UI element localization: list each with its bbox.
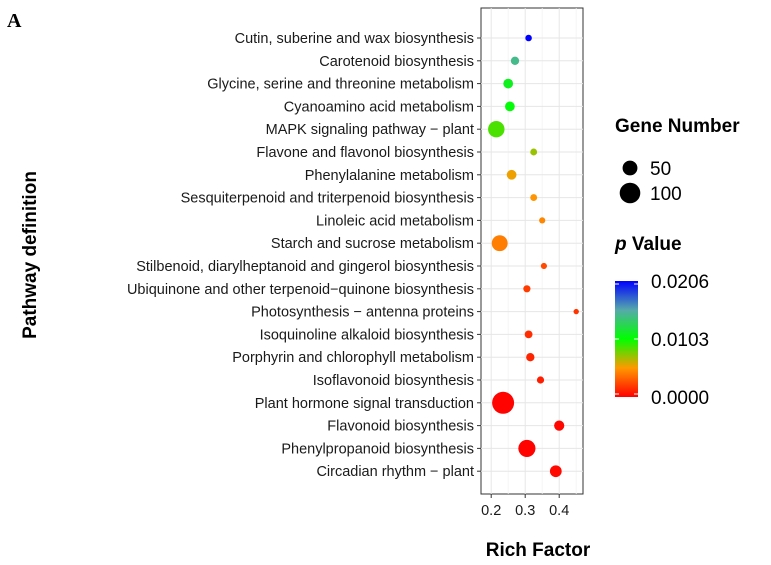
x-tick-label: 0.3 xyxy=(515,503,535,519)
y-tick-label: Glycine, serine and threonine metabolism xyxy=(207,77,474,93)
y-tick-label: MAPK signaling pathway − plant xyxy=(266,122,474,138)
data-point xyxy=(539,217,546,224)
size-legend-key xyxy=(622,160,638,176)
y-tick-label: Sesquiterpenoid and triterpenoid biosynt… xyxy=(181,191,474,207)
y-tick-label: Isoflavonoid biosynthesis xyxy=(313,373,474,389)
data-point xyxy=(573,308,579,315)
y-tick-label: Linoleic acid metabolism xyxy=(316,213,474,229)
size-legend-title: Gene Number xyxy=(615,116,740,137)
color-legend-bar xyxy=(615,281,638,397)
x-tick-label: 0.4 xyxy=(549,503,569,519)
y-tick-label: Ubiquinone and other terpenoid−quinone b… xyxy=(127,282,474,298)
x-tick-label: 0.2 xyxy=(481,503,501,519)
plot-panel xyxy=(480,7,584,495)
color-legend-title-italic: p xyxy=(614,234,627,255)
size-legend-label: 50 xyxy=(650,159,671,180)
size-legend-label: 100 xyxy=(650,184,682,205)
data-point xyxy=(510,56,520,65)
data-point xyxy=(523,285,531,293)
color-legend-title: p Value xyxy=(614,234,682,255)
y-tick-label: Phenylalanine metabolism xyxy=(305,168,474,184)
y-tick-label: Stilbenoid, diarylheptanoid and gingerol… xyxy=(136,259,474,275)
data-point xyxy=(525,34,532,42)
data-point xyxy=(506,169,517,180)
data-point xyxy=(526,353,535,362)
data-point xyxy=(536,376,545,384)
data-point xyxy=(530,194,538,202)
color-legend-label: 0.0000 xyxy=(651,388,709,409)
y-tick-label: Flavone and flavonol biosynthesis xyxy=(256,145,474,161)
data-points xyxy=(488,34,579,478)
y-axis-title: Pathway definition xyxy=(20,171,41,339)
data-point xyxy=(503,78,514,89)
y-tick-label: Cyanoamino acid metabolism xyxy=(284,99,474,115)
data-point xyxy=(530,148,538,156)
y-tick-label: Porphyrin and chlorophyll metabolism xyxy=(232,350,474,366)
y-tick-label: Cutin, suberine and wax biosynthesis xyxy=(235,31,474,47)
data-point xyxy=(518,439,536,457)
size-legend-key xyxy=(619,182,641,204)
x-axis-title: Rich Factor xyxy=(486,540,591,561)
data-point xyxy=(488,120,505,138)
y-tick-label: Starch and sucrose metabolism xyxy=(271,236,474,252)
y-axis-labels: Cutin, suberine and wax biosynthesis Caro… xyxy=(127,31,481,480)
y-tick-label: Isoquinoline alkaloid biosynthesis xyxy=(260,327,474,343)
y-tick-label: Circadian rhythm − plant xyxy=(316,464,474,480)
data-point xyxy=(540,262,547,270)
data-point xyxy=(549,465,562,478)
y-tick-label: Carotenoid biosynthesis xyxy=(319,54,474,70)
x-axis: 0.2 0.3 0.4 xyxy=(481,494,569,519)
data-point xyxy=(492,391,515,414)
color-legend-label: 0.0103 xyxy=(651,330,709,351)
y-tick-label: Photosynthesis − antenna proteins xyxy=(251,305,474,321)
data-point xyxy=(524,330,533,339)
y-tick-label: Plant hormone signal transduction xyxy=(255,396,474,412)
color-legend-label: 0.0206 xyxy=(651,272,709,293)
color-legend-title-rest: Value xyxy=(627,234,682,255)
data-point xyxy=(491,235,508,252)
y-tick-label: Phenylpropanoid biosynthesis xyxy=(281,441,474,457)
y-tick-label: Flavonoid biosynthesis xyxy=(327,419,474,435)
panel-label: A xyxy=(7,10,22,32)
data-point xyxy=(505,101,515,112)
data-point xyxy=(554,420,565,431)
